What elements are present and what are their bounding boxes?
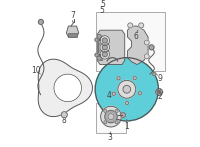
FancyBboxPatch shape [96,103,126,133]
Circle shape [144,54,149,59]
Text: 9: 9 [157,75,162,83]
Circle shape [102,38,107,43]
Circle shape [102,52,107,57]
Polygon shape [127,26,148,65]
Polygon shape [54,74,81,102]
Circle shape [95,38,98,41]
Circle shape [125,101,129,105]
Polygon shape [68,33,77,37]
Circle shape [144,40,149,45]
Circle shape [104,110,107,112]
Circle shape [95,53,98,57]
Circle shape [121,113,126,118]
FancyBboxPatch shape [96,12,165,71]
Circle shape [100,36,110,45]
Polygon shape [97,30,125,65]
Circle shape [100,42,110,52]
Circle shape [108,114,114,120]
Circle shape [118,80,136,98]
Text: 7: 7 [70,11,75,20]
Polygon shape [98,35,102,60]
Circle shape [139,23,144,28]
Text: 10: 10 [31,66,41,75]
Polygon shape [66,26,79,37]
Circle shape [149,45,154,50]
Circle shape [153,72,156,76]
Circle shape [138,92,142,95]
Circle shape [95,58,158,121]
Text: 6: 6 [133,32,138,41]
Circle shape [123,85,131,93]
Text: 5: 5 [100,0,105,9]
Text: 3: 3 [108,133,113,142]
Circle shape [104,121,107,124]
Text: 8: 8 [62,116,67,125]
Circle shape [105,110,117,123]
Circle shape [112,92,115,95]
Circle shape [115,121,118,124]
Text: 5: 5 [100,6,104,15]
Circle shape [100,49,110,59]
Text: 2: 2 [157,92,162,101]
Circle shape [128,23,133,28]
Circle shape [156,89,163,95]
Circle shape [115,110,118,112]
Circle shape [133,76,136,80]
Circle shape [102,45,107,50]
Circle shape [157,90,161,94]
Circle shape [117,77,120,80]
Circle shape [97,34,101,38]
Circle shape [101,106,121,127]
Circle shape [38,19,43,24]
Text: 4: 4 [107,91,112,100]
Circle shape [97,56,101,60]
Circle shape [61,112,67,118]
Text: 1: 1 [124,122,129,131]
Polygon shape [38,59,92,117]
